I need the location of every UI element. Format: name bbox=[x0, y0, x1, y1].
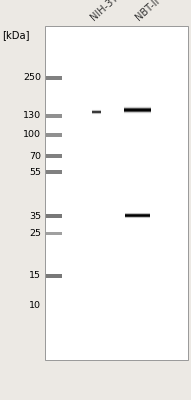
Text: 55: 55 bbox=[29, 168, 41, 177]
Bar bbox=[125, 214, 151, 215]
Bar bbox=[125, 217, 151, 218]
Text: NBT-II: NBT-II bbox=[134, 0, 161, 23]
Bar bbox=[92, 110, 101, 111]
Bar bbox=[124, 111, 151, 112]
Bar bbox=[92, 111, 101, 112]
Bar bbox=[124, 107, 151, 108]
Bar bbox=[125, 213, 151, 214]
Bar bbox=[124, 110, 151, 111]
Bar bbox=[92, 113, 101, 114]
Bar bbox=[92, 110, 101, 111]
Bar bbox=[124, 113, 151, 114]
Bar bbox=[92, 114, 101, 115]
Bar bbox=[92, 110, 101, 111]
Bar bbox=[124, 109, 151, 110]
Bar bbox=[124, 108, 151, 109]
Bar bbox=[124, 113, 151, 114]
Bar bbox=[92, 112, 101, 113]
Bar bbox=[124, 108, 151, 109]
Bar bbox=[125, 218, 151, 219]
Bar bbox=[125, 216, 151, 217]
Bar bbox=[124, 109, 151, 110]
Text: 35: 35 bbox=[29, 212, 41, 221]
Bar bbox=[124, 112, 151, 113]
Bar bbox=[92, 112, 101, 113]
Bar bbox=[124, 107, 151, 108]
Bar bbox=[124, 114, 151, 115]
Bar bbox=[92, 113, 101, 114]
Bar bbox=[46, 274, 62, 278]
Text: 70: 70 bbox=[29, 152, 41, 161]
Bar bbox=[46, 232, 62, 236]
Bar bbox=[92, 109, 101, 110]
Text: NIH-3T3: NIH-3T3 bbox=[89, 0, 125, 23]
Bar bbox=[125, 217, 151, 218]
Bar bbox=[124, 112, 151, 113]
Bar bbox=[46, 214, 62, 218]
Bar bbox=[124, 110, 151, 111]
Bar bbox=[46, 154, 62, 158]
Bar bbox=[124, 112, 151, 113]
Bar bbox=[124, 114, 151, 115]
Text: 25: 25 bbox=[29, 229, 41, 238]
Bar bbox=[92, 108, 101, 109]
Bar bbox=[125, 217, 151, 218]
Bar bbox=[125, 213, 151, 214]
Bar bbox=[124, 106, 151, 107]
Bar bbox=[125, 216, 151, 217]
Text: [kDa]: [kDa] bbox=[2, 30, 29, 40]
Bar bbox=[125, 218, 151, 219]
Bar bbox=[92, 114, 101, 115]
Bar bbox=[124, 105, 151, 106]
Bar bbox=[92, 109, 101, 110]
Bar bbox=[92, 114, 101, 115]
Bar bbox=[125, 216, 151, 217]
Bar bbox=[124, 106, 151, 107]
Bar bbox=[125, 214, 151, 215]
Bar bbox=[125, 213, 151, 214]
Bar bbox=[125, 212, 151, 213]
Bar bbox=[46, 170, 62, 174]
Bar bbox=[125, 214, 151, 215]
Bar bbox=[92, 112, 101, 113]
Bar bbox=[124, 111, 151, 112]
Bar bbox=[124, 106, 151, 107]
Bar bbox=[46, 114, 62, 118]
Bar bbox=[92, 113, 101, 114]
Bar bbox=[92, 111, 101, 112]
Bar bbox=[92, 108, 101, 109]
Bar bbox=[124, 114, 151, 115]
Bar bbox=[125, 218, 151, 219]
Bar bbox=[46, 133, 62, 137]
Text: 100: 100 bbox=[23, 130, 41, 139]
Bar bbox=[125, 216, 151, 217]
Bar bbox=[45, 26, 188, 360]
Bar bbox=[125, 215, 151, 216]
Bar bbox=[124, 109, 151, 110]
Bar bbox=[124, 113, 151, 114]
Bar bbox=[124, 105, 151, 106]
Text: 250: 250 bbox=[23, 73, 41, 82]
Bar bbox=[124, 108, 151, 109]
Bar bbox=[92, 111, 101, 112]
Bar bbox=[125, 212, 151, 213]
Bar bbox=[125, 212, 151, 213]
Bar bbox=[124, 110, 151, 111]
Bar bbox=[124, 105, 151, 106]
Bar bbox=[46, 76, 62, 80]
Bar bbox=[124, 107, 151, 108]
Bar bbox=[92, 109, 101, 110]
Bar bbox=[92, 115, 101, 116]
Bar bbox=[124, 111, 151, 112]
Text: 10: 10 bbox=[29, 301, 41, 310]
Bar bbox=[125, 215, 151, 216]
Bar bbox=[125, 215, 151, 216]
Text: 130: 130 bbox=[23, 111, 41, 120]
Bar bbox=[125, 214, 151, 215]
Text: 15: 15 bbox=[29, 271, 41, 280]
